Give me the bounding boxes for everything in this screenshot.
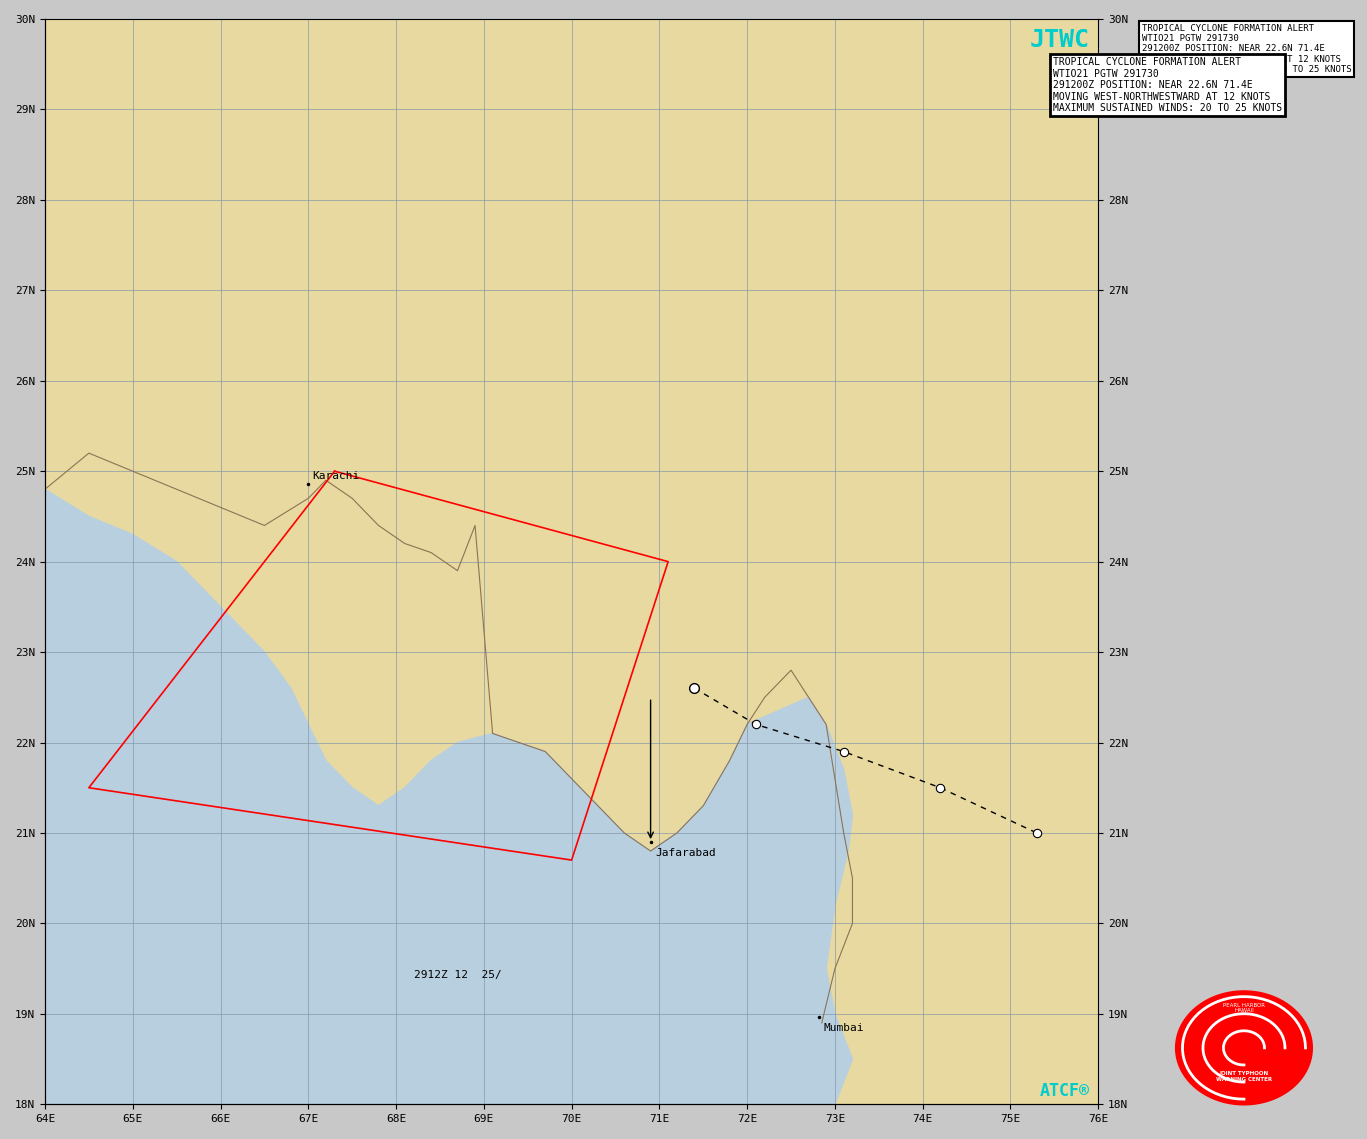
- Text: ATCF®: ATCF®: [1039, 1082, 1089, 1100]
- Text: TROPICAL CYCLONE FORMATION ALERT
WTIO21 PGTW 291730
291200Z POSITION: NEAR 22.6N: TROPICAL CYCLONE FORMATION ALERT WTIO21 …: [1141, 24, 1352, 74]
- Text: JTWC: JTWC: [1029, 28, 1089, 52]
- Text: 2912Z 12  25/: 2912Z 12 25/: [414, 969, 502, 980]
- Polygon shape: [45, 490, 853, 1105]
- Text: JOINT TYPHOON
WARNING CENTER: JOINT TYPHOON WARNING CENTER: [1215, 1071, 1273, 1082]
- Text: PEARL HARBOR
HAWAII: PEARL HARBOR HAWAII: [1223, 1002, 1264, 1014]
- Text: Jafarabad: Jafarabad: [655, 847, 716, 858]
- Polygon shape: [1176, 991, 1312, 1105]
- Text: Karachi: Karachi: [313, 472, 360, 482]
- Text: TROPICAL CYCLONE FORMATION ALERT
WTIO21 PGTW 291730
291200Z POSITION: NEAR 22.6N: TROPICAL CYCLONE FORMATION ALERT WTIO21 …: [1053, 57, 1282, 114]
- Text: Mumbai: Mumbai: [823, 1023, 864, 1033]
